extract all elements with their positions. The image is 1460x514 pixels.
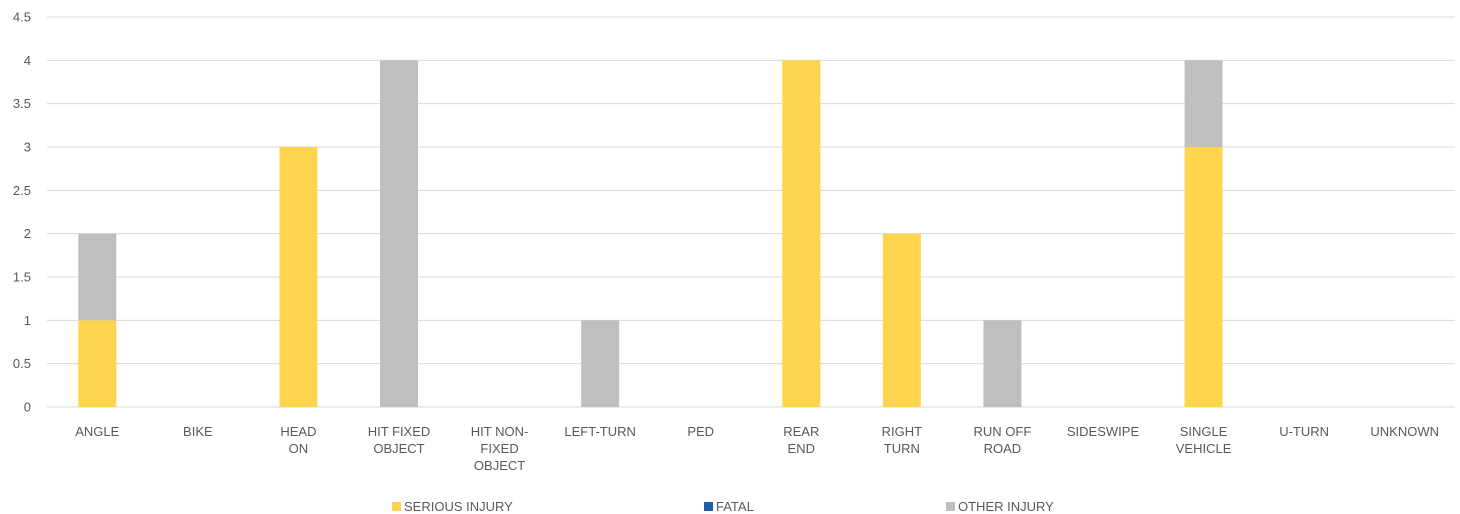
x-tick-label: BIKE [183,424,213,439]
y-tick-label: 1.5 [13,270,31,285]
legend-swatch [946,502,955,511]
y-tick-label: 2 [24,226,31,241]
x-tick-label: RIGHT TURN [882,424,923,456]
bar-other-injury [380,60,418,407]
legend-label: OTHER INJURY [958,499,1054,514]
bar-serious-injury [882,233,921,407]
legend-swatch [392,502,401,511]
legend-swatch [704,502,713,511]
bar-serious-injury [78,320,117,407]
x-tick-label: HIT NON-FIXED OBJECT [471,424,529,473]
bar-serious-injury [1184,147,1223,407]
x-tick-label: RUN OFF ROAD [974,424,1032,456]
gridlines [47,16,1455,408]
x-tick-label: U-TURN [1279,424,1329,439]
x-tick-label: SIDESWIPE [1067,424,1140,439]
legend-label: SERIOUS INJURY [404,499,513,514]
y-tick-label: 3.5 [13,96,31,111]
x-axis-labels: ANGLE BIKE HEAD ON HIT FIXED OBJECT HIT NON-FI… [75,424,1439,473]
bar-serious-injury [782,60,821,407]
y-tick-label: 0.5 [13,356,31,371]
bars [78,60,1223,407]
y-tick-label: 3 [24,140,31,155]
bar-other-injury [983,320,1022,407]
legend: SERIOUS INJURY FATAL OTHER INJURY [392,499,1054,514]
x-tick-label: HEAD ON [280,424,316,456]
y-tick-label: 4 [24,53,31,68]
x-tick-label: SINGLE VEHICLE [1176,424,1232,456]
y-tick-label: 2.5 [13,183,31,198]
bar-other-injury [78,233,117,321]
x-tick-label: PED [687,424,714,439]
x-tick-label: UNKNOWN [1370,424,1439,439]
bar-other-injury [581,320,620,407]
y-tick-label: 4.5 [13,10,31,25]
y-axis-ticks: 0 0.5 1 1.5 2 2.5 3 3.5 4 4.5 [13,10,31,415]
x-tick-label: HIT FIXED OBJECT [368,424,431,456]
legend-label: FATAL [716,499,754,514]
bar-other-injury [1184,60,1223,148]
y-tick-label: 0 [24,400,31,415]
x-tick-label: LEFT-TURN [564,424,636,439]
x-tick-label: REAR END [783,424,819,456]
y-tick-label: 1 [24,313,31,328]
bar-serious-injury [279,147,318,407]
x-tick-label: ANGLE [75,424,119,439]
